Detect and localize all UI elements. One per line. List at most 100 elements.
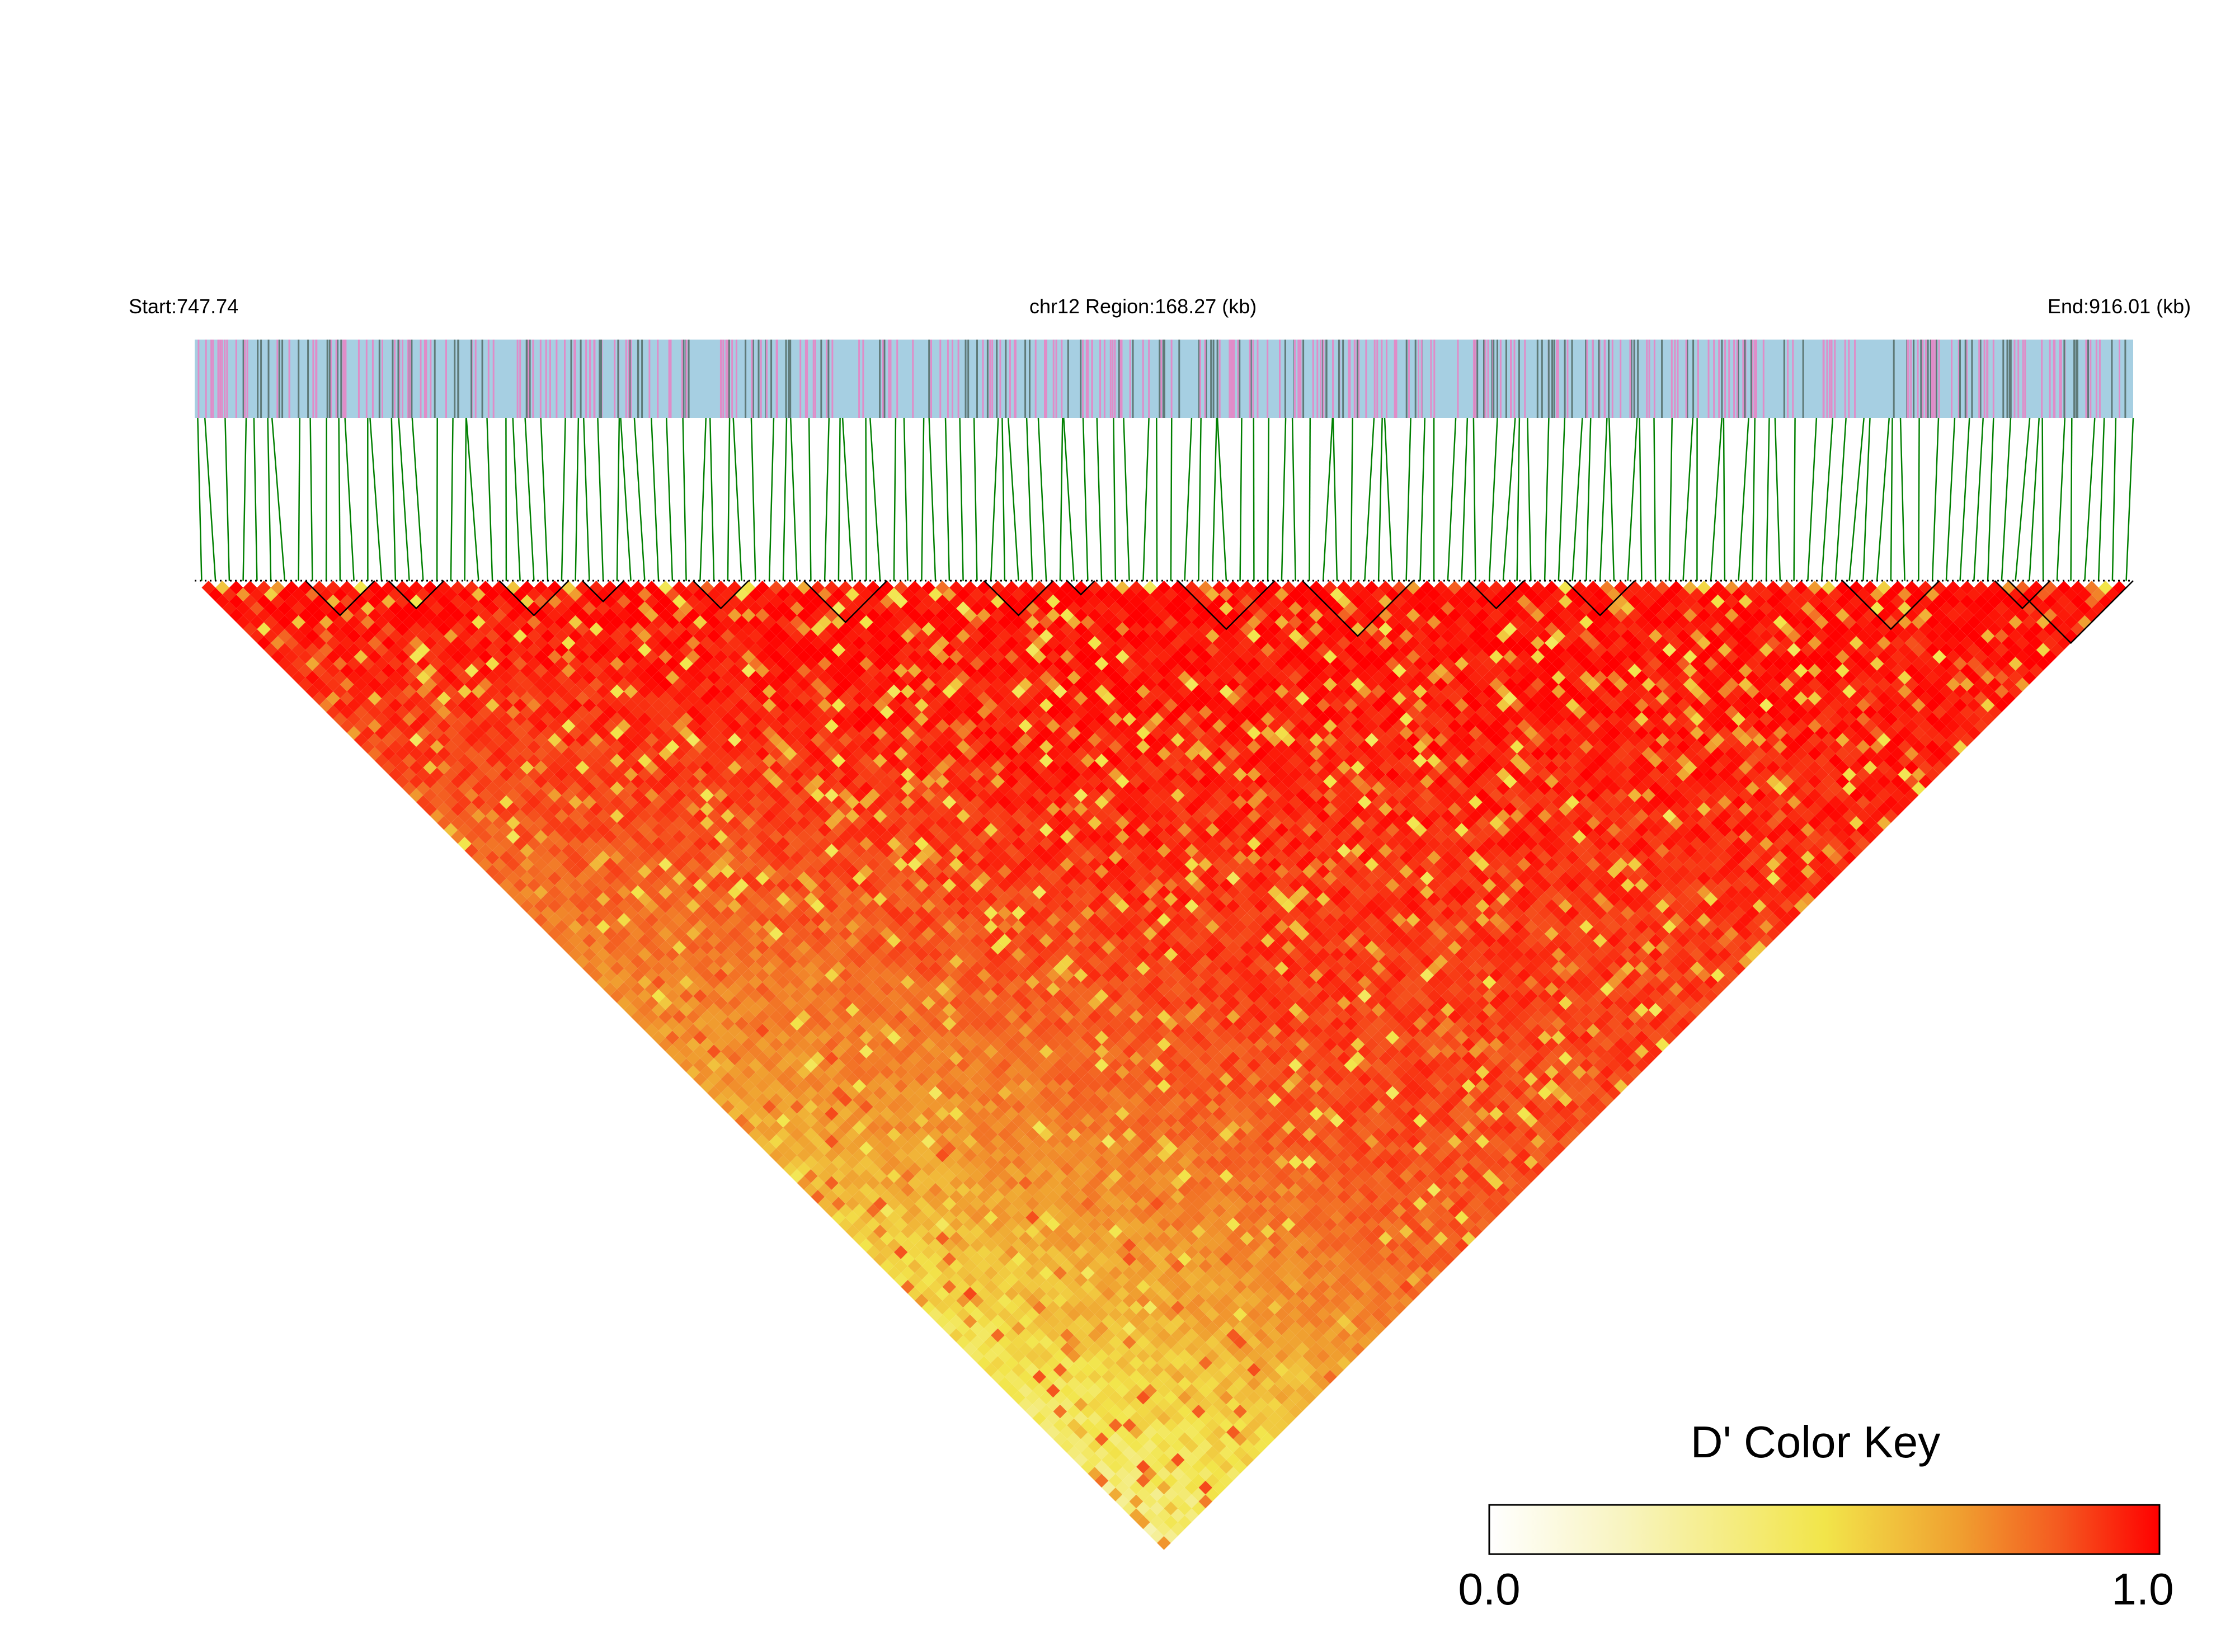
ld-cell bbox=[478, 608, 493, 623]
ld-cell bbox=[880, 1037, 894, 1052]
ld-cell bbox=[1032, 1369, 1047, 1384]
ld-cell bbox=[873, 1197, 887, 1211]
ld-cell bbox=[548, 871, 562, 886]
ld-cell bbox=[921, 1259, 936, 1273]
ld-cell bbox=[901, 1100, 915, 1114]
ld-cell bbox=[603, 982, 617, 996]
ld-cell bbox=[561, 844, 576, 858]
ld-cell bbox=[1150, 1266, 1164, 1280]
ld-cell bbox=[527, 670, 541, 685]
ld-cell bbox=[1074, 1439, 1088, 1453]
ld-cell bbox=[1178, 1349, 1192, 1363]
ld-cell bbox=[458, 712, 472, 726]
ld-cell bbox=[901, 1127, 915, 1142]
ld-cell bbox=[1254, 1356, 1268, 1370]
ld-cell bbox=[402, 643, 416, 657]
ld-cell bbox=[354, 636, 368, 650]
ld-cell bbox=[382, 608, 396, 623]
ld-cell bbox=[527, 657, 541, 671]
ld-cell bbox=[831, 1030, 846, 1045]
ld-cell bbox=[506, 691, 520, 705]
ld-cell bbox=[354, 733, 368, 747]
ld-cell bbox=[651, 975, 666, 990]
ld-cell bbox=[1108, 1446, 1123, 1460]
snp-connector-line bbox=[1211, 417, 1217, 581]
ld-cell bbox=[1074, 1287, 1088, 1301]
ld-cell bbox=[1226, 1328, 1240, 1343]
ld-cell bbox=[561, 774, 576, 789]
ld-cell bbox=[534, 802, 548, 816]
ld-cell bbox=[1136, 1293, 1150, 1308]
ld-cell bbox=[1094, 1446, 1109, 1460]
snp-connector-line bbox=[1384, 417, 1394, 581]
ld-cell bbox=[416, 726, 430, 740]
ld-cell bbox=[790, 1003, 804, 1017]
ld-cell bbox=[437, 663, 451, 678]
ld-cell bbox=[707, 892, 721, 906]
ld-cell bbox=[1254, 1439, 1268, 1453]
ld-cell bbox=[1067, 1377, 1081, 1391]
ld-cell bbox=[333, 698, 347, 713]
ld-cell bbox=[1102, 1342, 1116, 1356]
ld-cell bbox=[291, 587, 305, 602]
ld-cell bbox=[437, 774, 451, 789]
ld-cell bbox=[416, 670, 430, 685]
ld-cell bbox=[1295, 1397, 1310, 1411]
ld-cell bbox=[1136, 1488, 1150, 1502]
ld-cell bbox=[1129, 1383, 1144, 1398]
ld-cell bbox=[741, 1093, 756, 1107]
ld-cell bbox=[561, 802, 576, 816]
ld-cell bbox=[714, 954, 728, 968]
ld-cell bbox=[1025, 1169, 1039, 1183]
ld-cell bbox=[624, 864, 638, 879]
ld-cell bbox=[783, 913, 797, 927]
ld-cell bbox=[901, 1183, 915, 1197]
ld-cell bbox=[1233, 1460, 1247, 1474]
ld-cell bbox=[1011, 1349, 1025, 1363]
ld-cell bbox=[755, 1037, 770, 1052]
ld-cell bbox=[492, 802, 506, 816]
ld-cell bbox=[817, 1058, 832, 1072]
ld-cell bbox=[540, 740, 555, 754]
ld-cell bbox=[638, 781, 652, 796]
ld-cell bbox=[658, 982, 672, 996]
ld-cell bbox=[395, 636, 410, 650]
ld-cell bbox=[540, 754, 555, 768]
ld-cell bbox=[499, 712, 514, 726]
ld-cell bbox=[651, 768, 666, 782]
snp-connector-line bbox=[344, 417, 355, 581]
ld-cell bbox=[423, 677, 437, 691]
ld-cell bbox=[963, 1203, 977, 1218]
ld-cell bbox=[326, 677, 340, 691]
ld-cell bbox=[1108, 1252, 1123, 1267]
ld-cell bbox=[845, 1072, 859, 1086]
ld-cell bbox=[485, 643, 500, 657]
ld-cell bbox=[1170, 1383, 1185, 1398]
ld-cell bbox=[977, 1148, 991, 1162]
ld-cell bbox=[1060, 1162, 1074, 1176]
ld-cell bbox=[1129, 1494, 1144, 1509]
ld-cell bbox=[873, 947, 887, 962]
ld-cell bbox=[423, 649, 437, 664]
ld-cell bbox=[1094, 1377, 1109, 1391]
ld-cell bbox=[880, 1203, 894, 1218]
ld-cell bbox=[838, 1093, 853, 1107]
ld-cell bbox=[873, 1030, 887, 1045]
ld-cell bbox=[942, 1211, 957, 1225]
ld-cell bbox=[243, 608, 257, 623]
ld-cell bbox=[568, 864, 582, 879]
ld-cell bbox=[624, 795, 638, 809]
ld-cell bbox=[534, 663, 548, 678]
ld-cell bbox=[679, 906, 693, 920]
ld-cell bbox=[1025, 1224, 1039, 1239]
ld-cell bbox=[1081, 1252, 1095, 1267]
ld-cell bbox=[1039, 1183, 1053, 1197]
ld-cell bbox=[1039, 1293, 1053, 1308]
ld-cell bbox=[271, 594, 285, 609]
ld-cell bbox=[1274, 1363, 1289, 1377]
ld-cell bbox=[679, 975, 693, 990]
ld-cell bbox=[651, 1003, 666, 1017]
ld-cell bbox=[568, 698, 582, 713]
ld-cell bbox=[672, 996, 686, 1010]
ld-cell bbox=[617, 830, 631, 844]
